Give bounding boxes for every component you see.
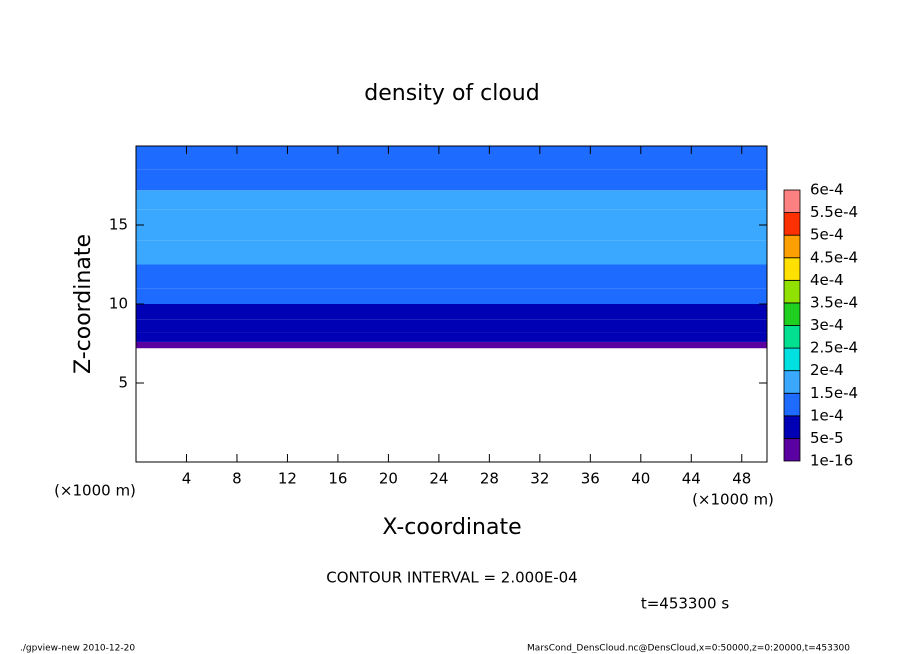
colorbar-label: 3e-4 [810,316,844,334]
colorbar-box [783,347,801,372]
contour-layer [136,209,767,241]
x-tick-label: 12 [278,470,297,488]
colorbar-box [783,279,801,304]
x-tick-label: 28 [480,470,499,488]
colorbar-label: 2e-4 [810,361,844,379]
colorbar-label: 6e-4 [810,181,844,199]
contour-layer [136,332,767,342]
colorbar-box [783,212,801,236]
colorbar-box [783,325,801,349]
colorbar-box [783,438,801,462]
colorbar-box [783,189,801,213]
footer-right: MarsCond_DensCloud.nc@DensCloud,x=0:5000… [527,644,850,654]
x-tick-label: 20 [379,470,398,488]
colorbar-box [783,302,801,326]
colorbar-box [783,234,801,259]
colorbar-box [783,392,801,417]
x-tick-label: 44 [682,470,701,488]
colorbar-label: 2.5e-4 [810,339,858,357]
x-tick-label: 40 [631,470,650,488]
colorbar-box [783,370,801,394]
colorbar-label: 5e-5 [810,429,844,447]
x-tick-label: 16 [328,470,347,488]
chart-title: density of cloud [364,81,539,106]
y-tick-label: 5 [118,374,128,392]
x-tick-label: 32 [530,470,549,488]
contour-layer [136,288,767,304]
colorbar-box [783,257,801,281]
contour-interval: CONTOUR INTERVAL = 2.000E-04 [326,569,577,587]
x-tick-label: 36 [581,470,600,488]
y-axis-label: Z-coordinate [71,234,96,374]
colorbar-label: 3.5e-4 [810,293,858,311]
y-tick-label: 10 [109,295,128,313]
colorbar-label: 1.5e-4 [810,384,858,402]
contour-layer [136,190,767,210]
x-tick-label: 24 [429,470,448,488]
contour-layer [136,240,767,265]
time-label: t=453300 s [641,595,729,613]
x-axis-label: X-coordinate [382,515,521,540]
colorbar-label: 5e-4 [810,226,844,244]
colorbar-label: 5.5e-4 [810,203,858,221]
contour-layer [136,319,767,333]
x-tick-label: 8 [232,470,242,488]
colorbar-label: 4.5e-4 [810,248,858,266]
colorbar-box [783,415,801,439]
contour-layer [136,304,767,320]
y-unit: (×1000 m) [54,482,136,500]
contour-layer [136,264,767,289]
footer-left: ./gpview-new 2010-12-20 [20,644,135,654]
colorbar-label: 4e-4 [810,271,844,289]
x-unit: (×1000 m) [692,491,774,509]
y-tick-label: 15 [109,216,128,234]
x-tick-label: 4 [182,470,192,488]
contour-layer [136,169,767,191]
contour-layer [136,146,767,170]
colorbar-label: 1e-4 [810,406,844,424]
contour-layer [136,341,767,349]
colorbar-label: 1e-16 [810,452,853,470]
x-tick-label: 48 [732,470,751,488]
